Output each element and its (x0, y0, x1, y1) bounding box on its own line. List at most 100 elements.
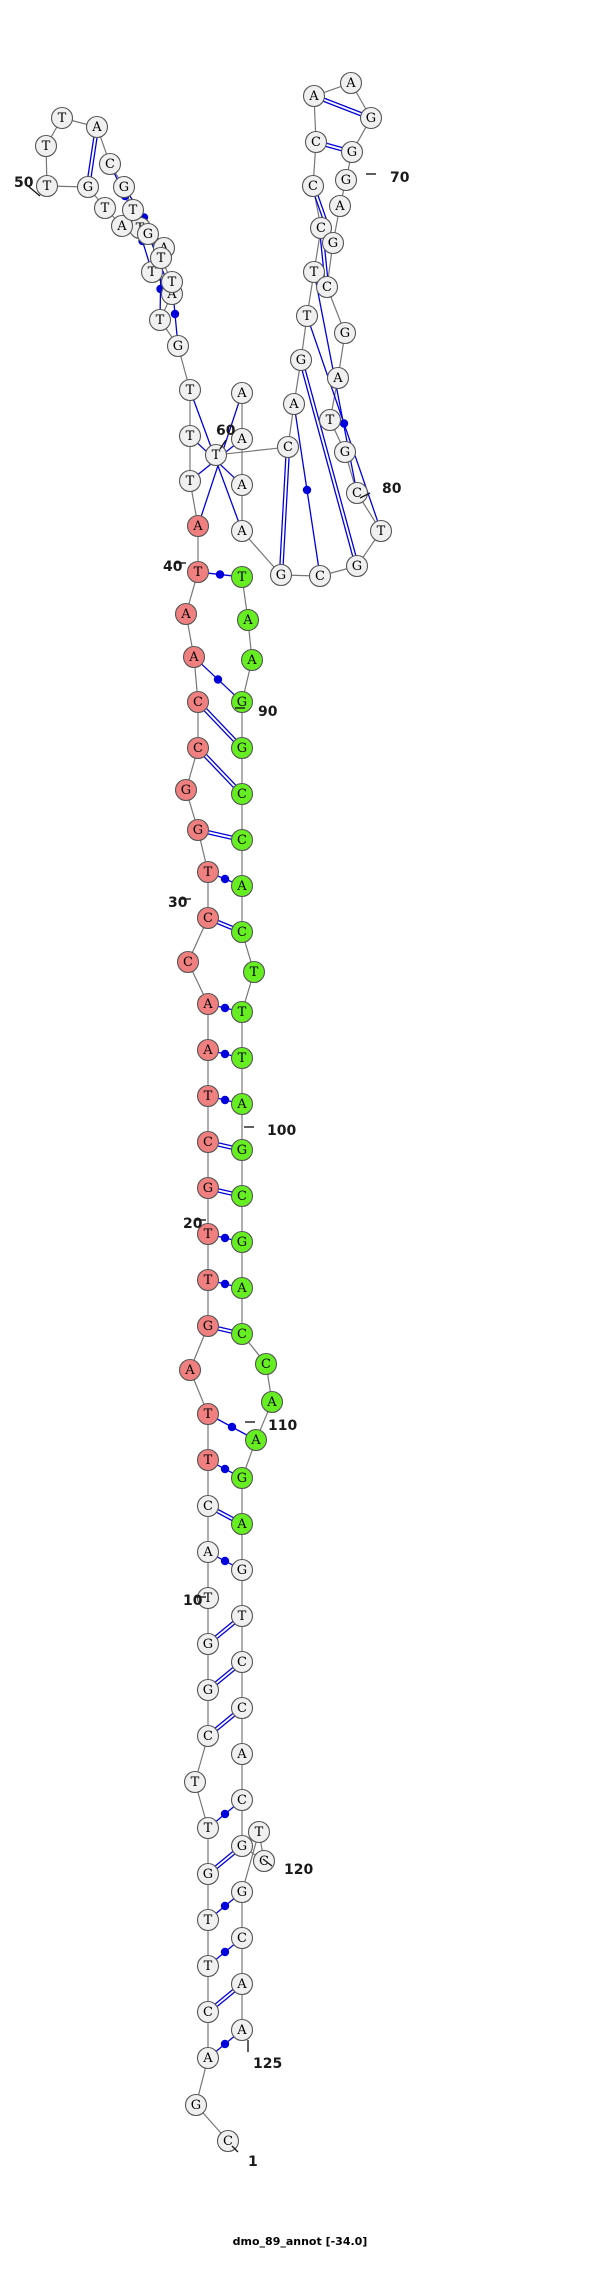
nucleotide-111[interactable]: G (230, 1466, 254, 1490)
nucleotide-36[interactable]: T (186, 560, 210, 584)
nucleotide-circle[interactable] (230, 1000, 254, 1024)
nucleotide-circle[interactable] (196, 1954, 220, 1978)
nucleotide-34[interactable]: A (182, 645, 206, 669)
nucleotide-circle[interactable] (308, 564, 332, 588)
nucleotide-90[interactable]: T (230, 565, 254, 589)
nucleotide-32[interactable]: C (186, 736, 210, 760)
nucleotide-circle[interactable] (244, 1428, 268, 1452)
nucleotide-55[interactable]: G (112, 175, 136, 199)
nucleotide-96[interactable]: C (230, 828, 254, 852)
nucleotide-circle[interactable] (230, 1604, 254, 1628)
nucleotide-circle[interactable] (230, 1926, 254, 1950)
nucleotide-circle[interactable] (196, 1540, 220, 1564)
nucleotide-112[interactable]: A (230, 1512, 254, 1536)
nucleotide-70[interactable]: A (339, 71, 363, 95)
nucleotide-circle[interactable] (196, 1908, 220, 1932)
nucleotide-circle[interactable] (178, 424, 202, 448)
nucleotide-circle[interactable] (230, 1696, 254, 1720)
nucleotide-circle[interactable] (196, 2000, 220, 2024)
nucleotide-circle[interactable] (260, 1390, 284, 1414)
nucleotide-94[interactable]: G (230, 736, 254, 760)
nucleotide-92[interactable]: A (240, 648, 264, 672)
nucleotide-circle[interactable] (254, 1352, 278, 1376)
nucleotide-91[interactable]: A (236, 608, 260, 632)
nucleotide-17[interactable]: T (196, 1402, 220, 1426)
nucleotide-121[interactable]: T (247, 1820, 271, 1844)
nucleotide-120[interactable]: C (252, 1849, 276, 1873)
nucleotide-circle[interactable] (247, 1820, 271, 1844)
nucleotide-circle[interactable] (230, 427, 254, 451)
nucleotide-103[interactable]: G (230, 1138, 254, 1162)
nucleotide-circle[interactable] (196, 1130, 220, 1154)
nucleotide-circle[interactable] (112, 175, 136, 199)
nucleotide-circle[interactable] (334, 168, 358, 192)
nucleotide-circle[interactable] (326, 366, 350, 390)
nucleotide-22[interactable]: G (196, 1176, 220, 1200)
nucleotide-23[interactable]: C (196, 1130, 220, 1154)
nucleotide-circle[interactable] (339, 71, 363, 95)
nucleotide-110[interactable]: A (244, 1428, 268, 1452)
nucleotide-circle[interactable] (196, 1816, 220, 1840)
nucleotide-76[interactable]: C (315, 275, 339, 299)
nucleotide-64[interactable]: T (295, 304, 319, 328)
nucleotide-circle[interactable] (76, 175, 100, 199)
nucleotide-circle[interactable] (302, 260, 326, 284)
nucleotide-115[interactable]: C (230, 1650, 254, 1674)
nucleotide-circle[interactable] (301, 174, 325, 198)
nucleotide-circle[interactable] (276, 435, 300, 459)
nucleotide-circle[interactable] (148, 308, 172, 332)
nucleotide-circle[interactable] (110, 214, 134, 238)
nucleotide-51[interactable]: T (34, 134, 58, 158)
nucleotide-circle[interactable] (230, 690, 254, 714)
nucleotide-105[interactable]: G (230, 1230, 254, 1254)
nucleotide-60[interactable]: T (204, 443, 228, 467)
nucleotide-circle[interactable] (216, 2129, 240, 2153)
nucleotide-circle[interactable] (230, 1650, 254, 1674)
nucleotide-118[interactable]: C (230, 1788, 254, 1812)
nucleotide-97[interactable]: A (230, 874, 254, 898)
nucleotide-circle[interactable] (230, 1046, 254, 1070)
nucleotide-circle[interactable] (174, 778, 198, 802)
nucleotide-circle[interactable] (304, 130, 328, 154)
nucleotide-38[interactable]: T (178, 469, 202, 493)
nucleotide-circle[interactable] (295, 304, 319, 328)
nucleotide-33[interactable]: C (186, 690, 210, 714)
nucleotide-circle[interactable] (345, 554, 369, 578)
nucleotide-117[interactable]: A (230, 1742, 254, 1766)
nucleotide-circle[interactable] (186, 690, 210, 714)
nucleotide-circle[interactable] (196, 1084, 220, 1108)
nucleotide-circle[interactable] (196, 860, 220, 884)
nucleotide-circle[interactable] (230, 1880, 254, 1904)
nucleotide-74[interactable]: A (328, 194, 352, 218)
nucleotide-3[interactable]: A (196, 2046, 220, 2070)
nucleotide-circle[interactable] (196, 1402, 220, 1426)
nucleotide-59[interactable]: T (160, 270, 184, 294)
nucleotide-53[interactable]: A (85, 115, 109, 139)
nucleotide-29[interactable]: T (196, 860, 220, 884)
nucleotide-30[interactable]: G (186, 818, 210, 842)
nucleotide-87[interactable]: A (230, 473, 254, 497)
nucleotide-circle[interactable] (328, 194, 352, 218)
nucleotide-circle[interactable] (186, 514, 210, 538)
nucleotide-circle[interactable] (178, 1358, 202, 1382)
nucleotide-circle[interactable] (196, 992, 220, 1016)
nucleotide-circle[interactable] (183, 1770, 207, 1794)
nucleotide-71[interactable]: G (359, 106, 383, 130)
nucleotide-circle[interactable] (196, 2046, 220, 2070)
nucleotide-109[interactable]: A (260, 1390, 284, 1414)
nucleotide-63[interactable]: G (289, 348, 313, 372)
nucleotide-circle[interactable] (230, 1512, 254, 1536)
nucleotide-circle[interactable] (230, 1558, 254, 1582)
nucleotide-circle[interactable] (230, 828, 254, 852)
nucleotide-114[interactable]: T (230, 1604, 254, 1628)
nucleotide-circle[interactable] (204, 443, 228, 467)
nucleotide-61[interactable]: C (276, 435, 300, 459)
nucleotide-circle[interactable] (196, 1862, 220, 1886)
nucleotide-circle[interactable] (196, 1678, 220, 1702)
nucleotide-5[interactable]: T (196, 1954, 220, 1978)
nucleotide-circle[interactable] (196, 1176, 220, 1200)
nucleotide-circle[interactable] (196, 1038, 220, 1062)
nucleotide-circle[interactable] (160, 270, 184, 294)
nucleotide-circle[interactable] (242, 960, 266, 984)
nucleotide-75[interactable]: G (321, 231, 345, 255)
